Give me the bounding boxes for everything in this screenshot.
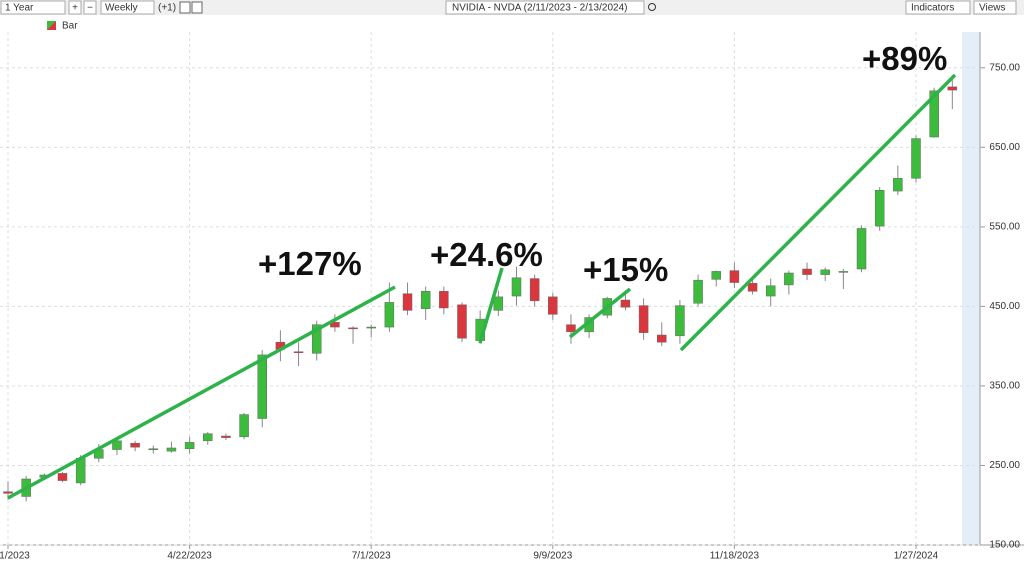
candle-body [729,270,740,283]
candle-body [511,277,522,297]
candle-body [856,228,867,270]
x-tick-label: 2/11/2023 [0,551,30,562]
candle-body [311,324,322,354]
views-select[interactable] [973,0,1017,15]
candle-body [765,285,776,297]
candle-body [784,272,794,286]
x-tick-label: 9/9/2023 [533,551,572,562]
indicators-text: Indicators [911,3,954,14]
candle-body [493,296,504,311]
y-tick-label: 650.00 [989,142,1020,153]
chart-title: NVIDIA - NVDA (2/11/2023 - 2/13/2024) [452,3,627,14]
candle-body [838,271,849,273]
candle-body [239,414,249,438]
search-icon[interactable] [648,3,656,11]
x-tick-label: 7/1/2023 [352,551,391,562]
candle-body [439,291,449,309]
views-text: Views [979,3,1006,14]
y-tick-label: 550.00 [989,222,1020,233]
trend-line [7,285,396,500]
candle-body [711,271,721,280]
candle-body [330,322,340,328]
symbol-box[interactable] [445,0,645,15]
interval-text: Weekly [105,3,138,14]
candle-body [693,279,703,304]
zoom-out[interactable] [83,0,97,15]
candle-body [257,354,267,419]
candle-body [112,440,122,450]
candle-body [548,296,558,315]
zoom-in[interactable] [68,0,82,15]
candle-body [947,86,958,91]
trend-line [478,267,504,344]
candle-body [293,351,304,353]
offset-text: (+1) [158,3,176,14]
candle-body [420,291,431,310]
candle-body [402,293,413,311]
candle-body [638,305,649,333]
candle-body [874,190,885,227]
candle-body [657,334,667,343]
candle-body [166,447,177,452]
candle-body [148,448,159,451]
offset-plus[interactable] [179,1,191,14]
y-tick-label: 250.00 [989,460,1020,471]
candle-body [366,326,376,329]
annotation: +89% [862,40,947,77]
x-tick-label: 1/27/2024 [894,551,939,562]
candle-body [221,435,231,438]
legend-label: Bar [62,21,78,32]
x-tick-label: 11/18/2023 [710,551,760,562]
candle-body [57,473,68,481]
interval-select[interactable] [100,0,155,15]
candle-body [384,302,395,328]
offset-minus[interactable] [191,1,203,14]
y-tick-label: 150.00 [989,540,1020,551]
period-text: 1 Year [5,3,34,14]
candle-body [566,324,576,333]
trend-line [679,73,957,352]
y-tick-label: 750.00 [989,62,1020,73]
candle-body [529,278,540,302]
candle-body [802,268,812,275]
annotation: +15% [583,251,668,288]
candle-body [675,305,685,337]
candle-body [184,442,195,450]
candle-body [820,269,830,275]
candle-body [893,178,903,192]
candle-body [3,491,13,494]
candle-body [203,433,213,442]
candle-body [457,304,467,339]
trend-lines [7,73,957,500]
minus-icon: − [87,3,93,14]
trend-line [568,287,632,339]
plus-icon: + [72,3,78,14]
candle-body [620,299,631,308]
annotation: +24.6% [430,236,543,273]
annotation: +127% [258,245,362,282]
y-tick-label: 350.00 [989,381,1020,392]
period-select[interactable] [0,0,66,15]
candle-body [130,442,140,448]
candle-body [911,138,921,179]
indicators-select[interactable] [905,0,971,15]
candle-body [929,90,939,138]
legend-swatch-red [47,21,56,30]
candle-body [348,327,358,330]
plot: 150.00 250.00 350.00 450.00 550.00 650.00 750.… [0,32,1020,562]
x-tick-label: 4/22/2023 [167,551,212,562]
highlight-strip [962,32,980,545]
candle-body [747,283,758,292]
y-tick-label: 450.00 [989,301,1020,312]
